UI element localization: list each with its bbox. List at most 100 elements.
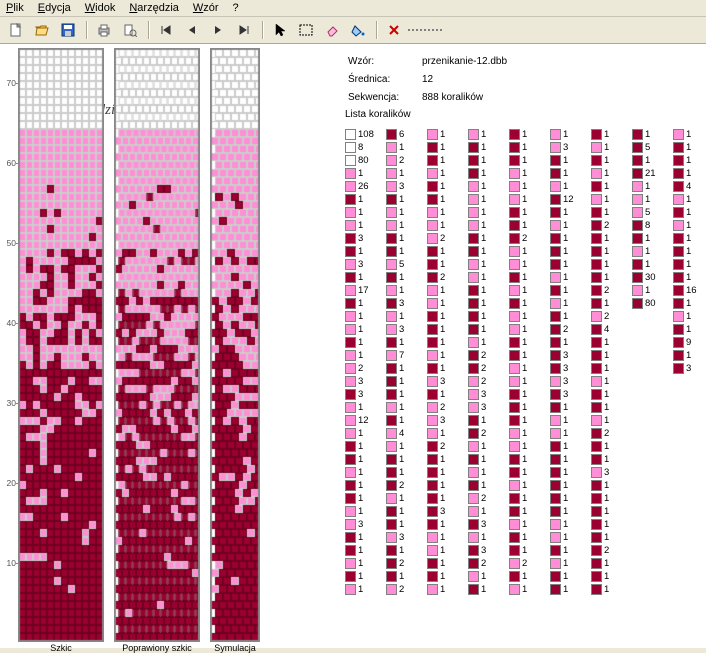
seq-item: 1 — [345, 479, 376, 492]
seq-item: 1 — [509, 453, 540, 466]
seq-item: 2 — [345, 362, 376, 375]
menu-wzór[interactable]: Wzór — [193, 2, 219, 14]
seq-item: 1 — [427, 466, 458, 479]
seq-item: 1 — [468, 583, 499, 596]
sequence-grid: 1088801261113131171111123311211111113111… — [345, 128, 696, 596]
seq-item: 1 — [509, 349, 540, 362]
seq-item: 1 — [550, 453, 581, 466]
seq-item: 3 — [550, 141, 581, 154]
palette-swatch-8[interactable] — [440, 29, 442, 31]
seq-item: 2 — [591, 219, 622, 232]
seq-item: 2 — [468, 427, 499, 440]
seq-item: 2 — [427, 271, 458, 284]
seq-item: 1 — [632, 258, 663, 271]
seq-item: 1 — [427, 180, 458, 193]
palette-swatch-6[interactable] — [432, 29, 434, 31]
seq-item: 1 — [591, 245, 622, 258]
seq-item: 1 — [427, 193, 458, 206]
seq-item: 8 — [632, 219, 663, 232]
seq-item: 1 — [591, 271, 622, 284]
seq-item: 2 — [427, 440, 458, 453]
prev-icon[interactable] — [180, 19, 204, 41]
seq-item: 3 — [427, 375, 458, 388]
seq-item: 1 — [591, 492, 622, 505]
seq-item: 1 — [591, 583, 622, 596]
seq-item: 1 — [345, 544, 376, 557]
last-icon[interactable] — [232, 19, 256, 41]
preview-icon[interactable] — [118, 19, 142, 41]
seq-item: 1 — [509, 141, 540, 154]
seq-item: 1 — [591, 206, 622, 219]
seq-item: 1 — [509, 323, 540, 336]
menu-plik[interactable]: Plik — [6, 2, 24, 14]
seq-item: 1 — [345, 349, 376, 362]
seq-item: 1 — [468, 219, 499, 232]
seq-item: 1 — [427, 557, 458, 570]
seq-item: 1 — [509, 518, 540, 531]
seq-item: 1 — [632, 193, 663, 206]
palette-swatch-4[interactable] — [424, 29, 426, 31]
seq-item: 1 — [591, 570, 622, 583]
menu-?[interactable]: ? — [233, 2, 239, 14]
open-icon[interactable] — [30, 19, 54, 41]
seq-item: 1 — [427, 258, 458, 271]
seq-item: 1 — [673, 310, 704, 323]
seq-col-7: 15121115811130180 — [632, 128, 663, 596]
palette-swatch-1[interactable] — [412, 29, 414, 31]
seq-col-3: 111111111111111112223312111121313211 — [468, 128, 499, 596]
seq-item: 1 — [386, 505, 417, 518]
seq-item: 1 — [550, 310, 581, 323]
seq-item: 1 — [345, 557, 376, 570]
new-icon[interactable] — [4, 19, 28, 41]
seq-item: 7 — [386, 349, 417, 362]
seq-item: 1 — [509, 362, 540, 375]
seq-item: 1 — [509, 583, 540, 596]
seq-item: 1 — [468, 284, 499, 297]
seq-item: 1 — [591, 336, 622, 349]
seq-item: 3 — [386, 297, 417, 310]
palette-swatch-2[interactable] — [416, 29, 418, 31]
seq-item: 1 — [468, 310, 499, 323]
seq-item: 1 — [673, 219, 704, 232]
print-icon[interactable] — [92, 19, 116, 41]
seq-item: 1 — [427, 388, 458, 401]
next-icon[interactable] — [206, 19, 230, 41]
seq-item: 1 — [386, 544, 417, 557]
menu-widok[interactable]: Widok — [85, 2, 116, 14]
pointer-icon[interactable] — [268, 19, 292, 41]
seq-item: 1 — [345, 310, 376, 323]
menu-narzędzia[interactable]: Narzędzia — [129, 2, 179, 14]
seq-item: 1 — [550, 219, 581, 232]
first-icon[interactable] — [154, 19, 178, 41]
seq-item: 108 — [345, 128, 376, 141]
save-icon[interactable] — [56, 19, 80, 41]
menu-edycja[interactable]: Edycja — [38, 2, 71, 14]
seq-item: 1 — [468, 570, 499, 583]
seq-item: 2 — [468, 557, 499, 570]
seq-item: 1 — [632, 154, 663, 167]
seq-item: 1 — [427, 544, 458, 557]
palette-swatch-7[interactable] — [436, 29, 438, 31]
seq-item: 1 — [427, 323, 458, 336]
seq-item: 1 — [632, 284, 663, 297]
seq-col-6: 111111121111212411111112113111112111 — [591, 128, 622, 596]
seq-item: 1 — [509, 570, 540, 583]
seq-item: 1 — [427, 362, 458, 375]
seq-item: 2 — [509, 232, 540, 245]
palette-swatch-5[interactable] — [428, 29, 430, 31]
eraser-icon[interactable] — [320, 19, 344, 41]
select-rect-icon[interactable] — [294, 19, 318, 41]
seq-item: 1 — [509, 479, 540, 492]
palette-swatch-3[interactable] — [420, 29, 422, 31]
fill-icon[interactable] — [346, 19, 370, 41]
seq-item: 1 — [386, 271, 417, 284]
seq-item: 1 — [550, 505, 581, 518]
seq-item: 2 — [591, 544, 622, 557]
seq-item: 1 — [509, 284, 540, 297]
chart-area: Frydzia2009 10203040506070 SzkicPoprawio… — [0, 44, 335, 648]
seq-item: 1 — [550, 232, 581, 245]
seq-item: 80 — [632, 297, 663, 310]
seq-item: 1 — [509, 466, 540, 479]
delete-icon[interactable] — [382, 19, 406, 41]
palette-swatch-0[interactable] — [408, 29, 410, 31]
